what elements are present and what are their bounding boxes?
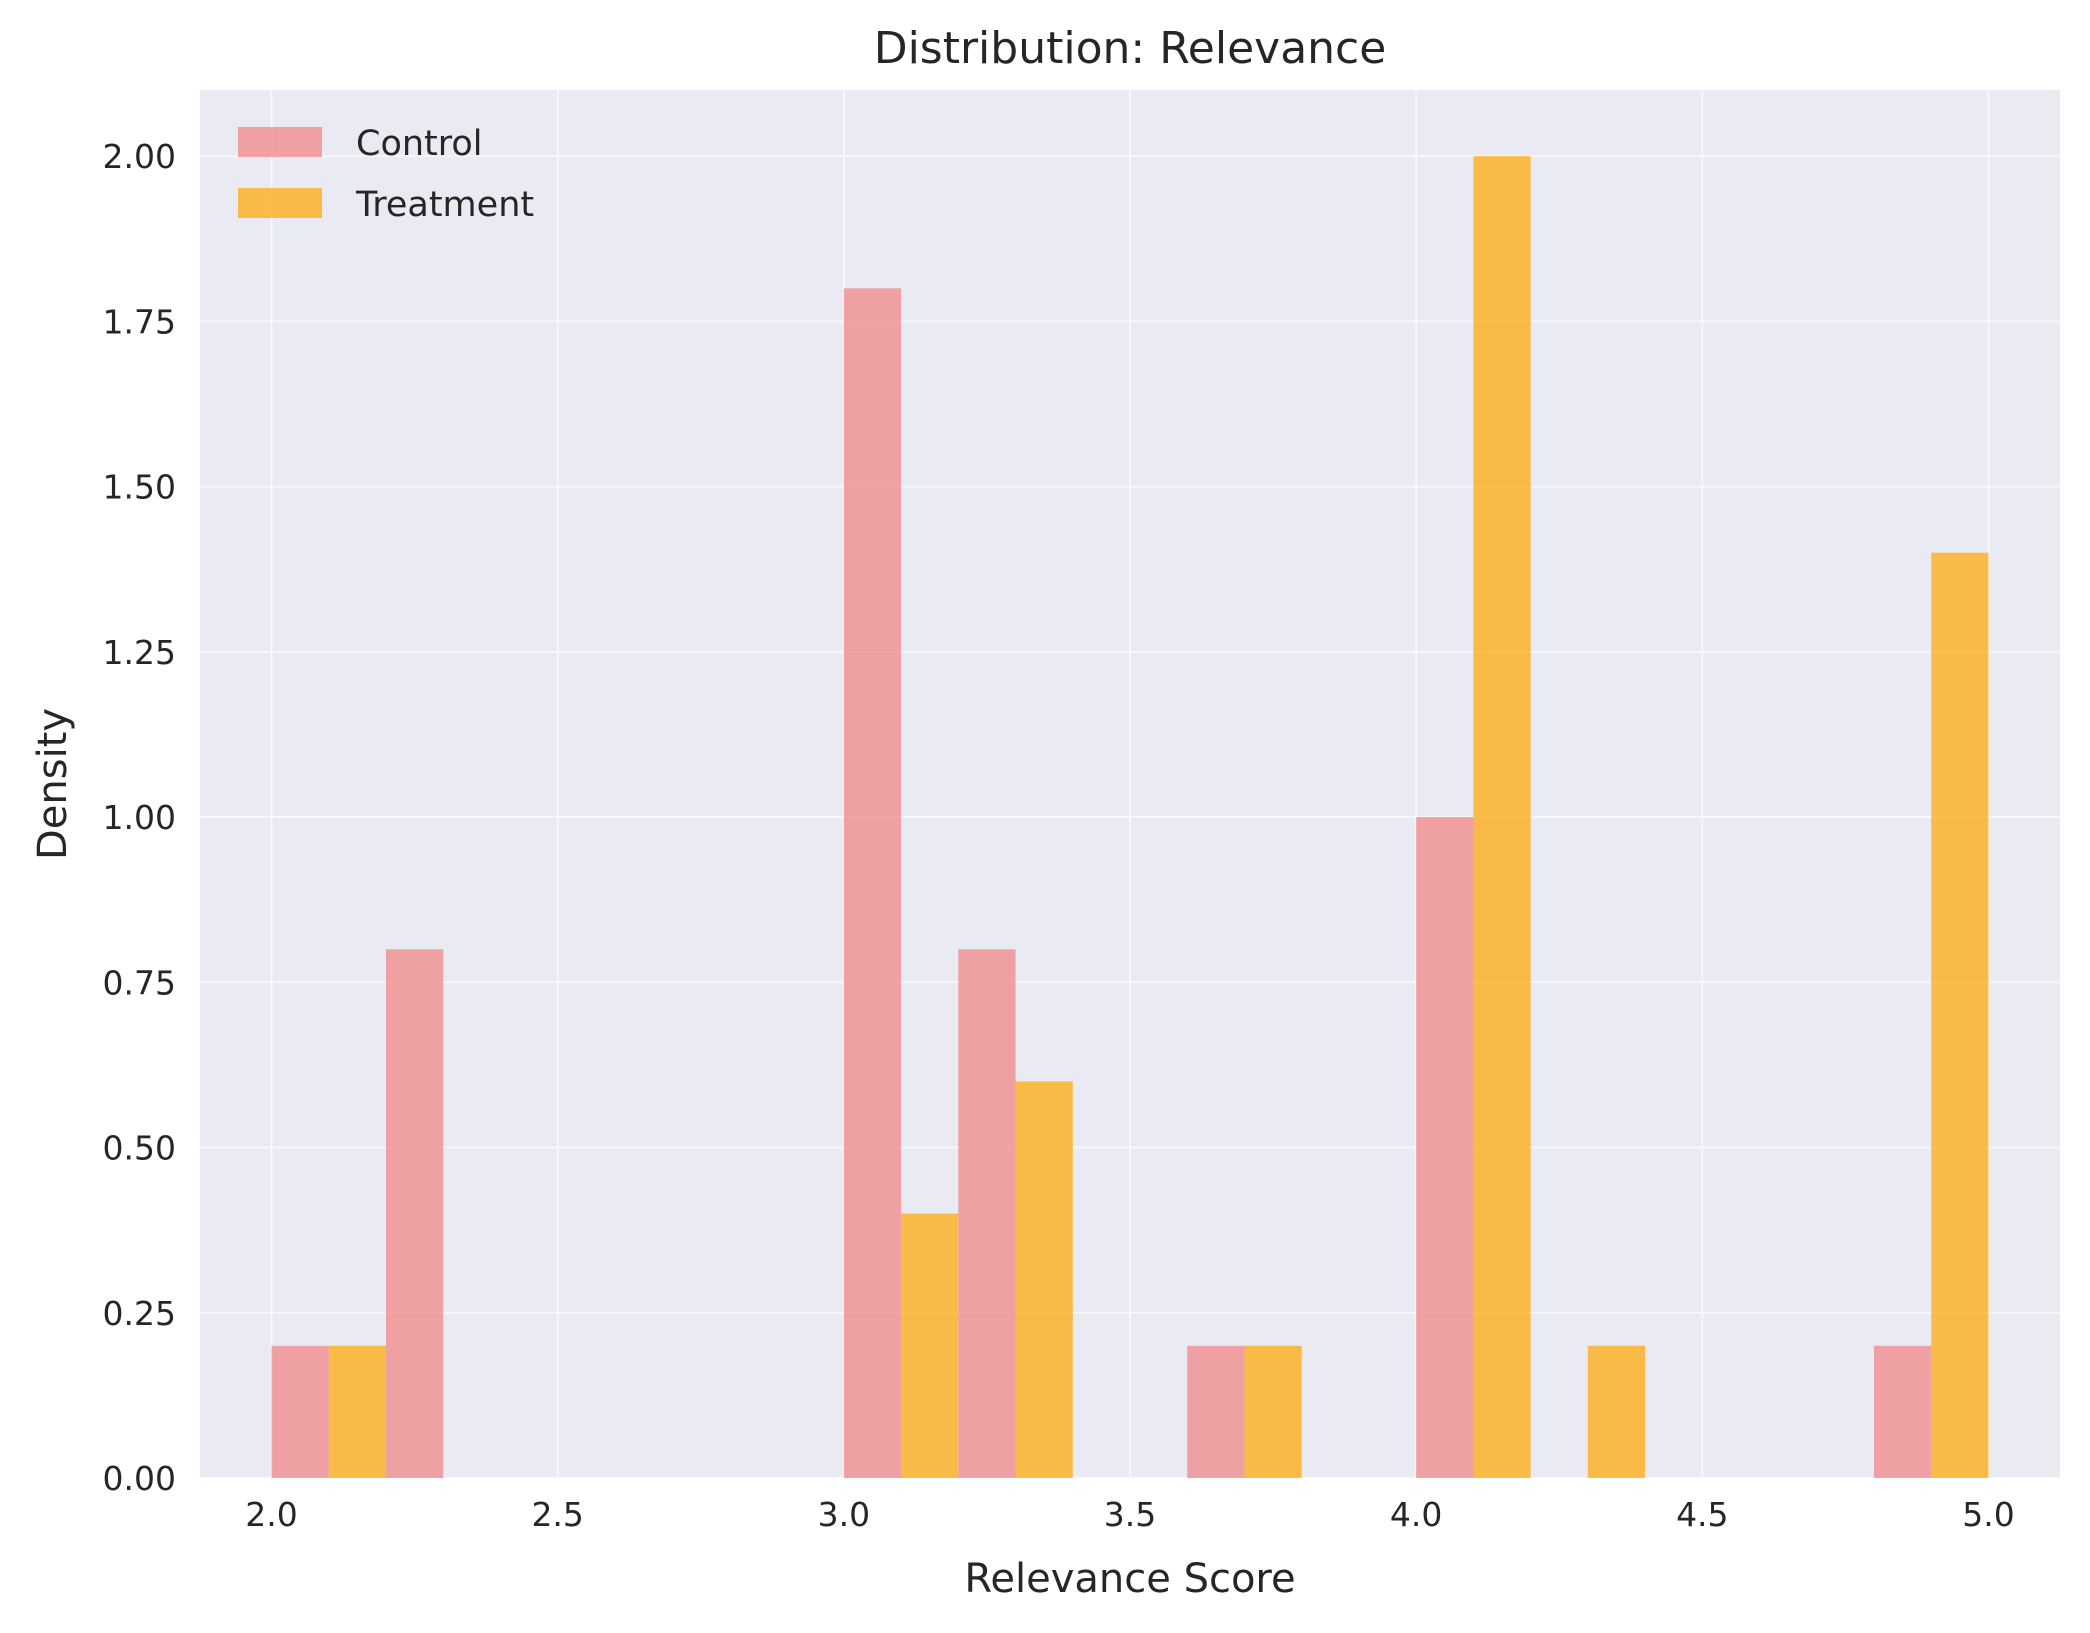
x-axis-ticks: 2.0 2.5 3.0 3.5 4.0 4.5 5.0 — [245, 1495, 2014, 1534]
x-tick-label: 2.0 — [245, 1495, 297, 1534]
y-tick-label: 2.00 — [103, 137, 176, 176]
series-treatment — [328, 156, 1989, 1479]
x-tick-label: 3.5 — [1104, 1495, 1156, 1534]
x-axis-title: Relevance Score — [964, 1556, 1295, 1602]
bar-treatment — [901, 1213, 959, 1478]
bars — [271, 156, 1989, 1479]
legend-label-treatment: Treatment — [355, 185, 534, 225]
x-tick-label: 4.0 — [1390, 1495, 1442, 1534]
y-tick-label: 1.25 — [103, 633, 176, 672]
y-tick-label: 0.25 — [103, 1294, 176, 1333]
bar-treatment — [328, 1345, 386, 1478]
y-tick-label: 1.75 — [103, 302, 176, 341]
y-tick-label: 1.00 — [103, 798, 176, 837]
bar-treatment — [1587, 1345, 1646, 1478]
legend-label-control: Control — [356, 124, 483, 164]
legend-swatch-control — [238, 127, 322, 157]
x-tick-label: 3.0 — [818, 1495, 870, 1534]
bar-control — [958, 949, 1016, 1478]
bar-control — [386, 949, 444, 1478]
bar-control — [1874, 1345, 1932, 1478]
bar-treatment — [1015, 1081, 1073, 1478]
chart-title: Distribution: Relevance — [874, 23, 1387, 74]
y-tick-label: 0.00 — [103, 1459, 176, 1498]
bar-treatment — [1473, 156, 1531, 1479]
x-tick-label: 2.5 — [531, 1495, 583, 1534]
bar-treatment — [1931, 552, 1989, 1478]
y-tick-label: 0.50 — [103, 1129, 176, 1168]
bar-control — [843, 288, 902, 1479]
bar-control — [271, 1345, 329, 1478]
y-axis-title: Density — [30, 708, 76, 860]
y-tick-label: 0.75 — [103, 963, 176, 1002]
x-tick-label: 5.0 — [1962, 1495, 2014, 1534]
y-axis-ticks: 0.00 0.25 0.50 0.75 1.00 1.25 1.50 1.75 2.00 — [103, 137, 176, 1498]
legend-swatch-treatment — [238, 188, 322, 218]
series-control — [271, 288, 1932, 1479]
bar-treatment — [1244, 1345, 1302, 1478]
legend: Control Treatment — [238, 124, 534, 225]
y-tick-label: 1.50 — [103, 468, 176, 507]
bar-control — [1416, 817, 1474, 1478]
x-tick-label: 4.5 — [1676, 1495, 1728, 1534]
bar-control — [1187, 1345, 1245, 1478]
